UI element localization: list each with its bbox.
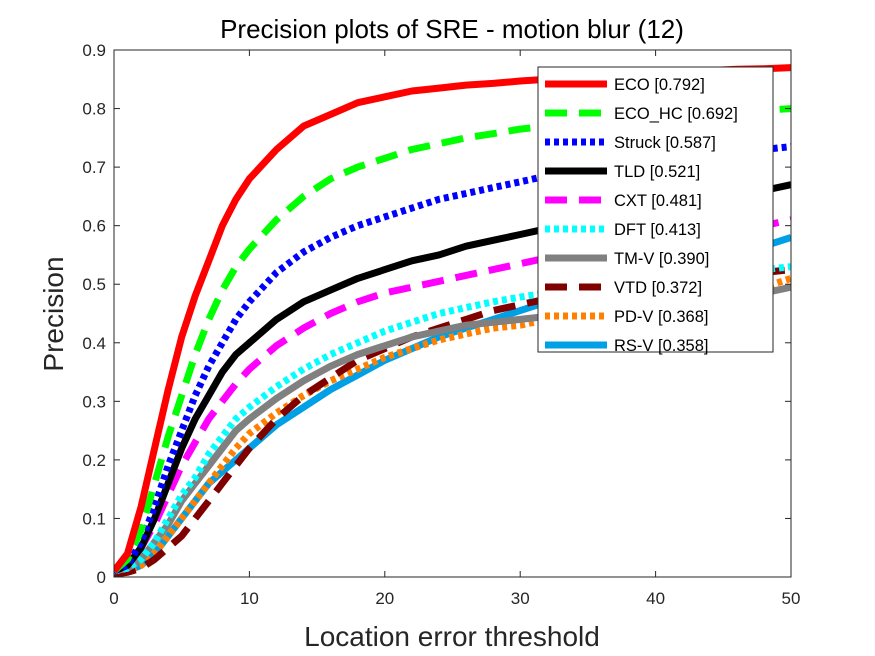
legend-label-tld: TLD [0.521] xyxy=(614,163,700,181)
x-tick-label: 50 xyxy=(782,589,801,608)
y-tick-label: 0.4 xyxy=(82,334,106,353)
legend-label-struck: Struck [0.587] xyxy=(614,134,716,152)
legend-label-eco: ECO [0.792] xyxy=(614,76,705,94)
chart-title: Precision plots of SRE - motion blur (12… xyxy=(220,14,684,44)
legend-label-dft: DFT [0.413] xyxy=(614,221,701,239)
y-tick-label: 0.7 xyxy=(82,158,106,177)
legend-label-tm-v: TM-V [0.390] xyxy=(614,250,709,268)
x-tick-label: 0 xyxy=(109,589,118,608)
y-axis-label: Precision xyxy=(38,256,69,371)
legend: ECO [0.792] ECO_HC [0.692] Struck [0.587] T… xyxy=(537,66,774,355)
axes-box xyxy=(113,49,792,578)
y-tick-label: 0.5 xyxy=(82,275,106,294)
x-tick-label: 10 xyxy=(240,589,259,608)
series-line-struck xyxy=(114,143,791,575)
x-axis-label: Location error threshold xyxy=(304,621,600,652)
y-tick-label: 0.3 xyxy=(82,392,106,411)
y-tick-label: 0.8 xyxy=(82,100,106,119)
legend-label-rs-v: RS-V [0.358] xyxy=(614,337,708,355)
legend-box xyxy=(537,66,774,353)
tick-layer: 0 10 20 30 40 50 0 0.1 0.2 0.3 0.4 0.5 0.6 0.7 0.8 0.9 xyxy=(82,41,800,608)
x-tick-label: 40 xyxy=(646,589,665,608)
series-layer xyxy=(114,64,791,577)
legend-label-cxt: CXT [0.481] xyxy=(614,192,702,210)
legend-label-eco-hc: ECO_HC [0.692] xyxy=(614,105,738,123)
x-tick-label: 30 xyxy=(511,589,530,608)
y-tick-label: 0.2 xyxy=(82,451,106,470)
y-tick-label: 0.9 xyxy=(82,41,106,60)
y-tick-label: 0.6 xyxy=(82,217,106,236)
x-tick-label: 20 xyxy=(375,589,394,608)
legend-label-pd-v: PD-V [0.368] xyxy=(614,308,708,326)
y-tick-label: 0.1 xyxy=(82,509,106,528)
y-tick-label: 0 xyxy=(97,568,106,587)
legend-label-vtd: VTD [0.372] xyxy=(614,279,702,297)
